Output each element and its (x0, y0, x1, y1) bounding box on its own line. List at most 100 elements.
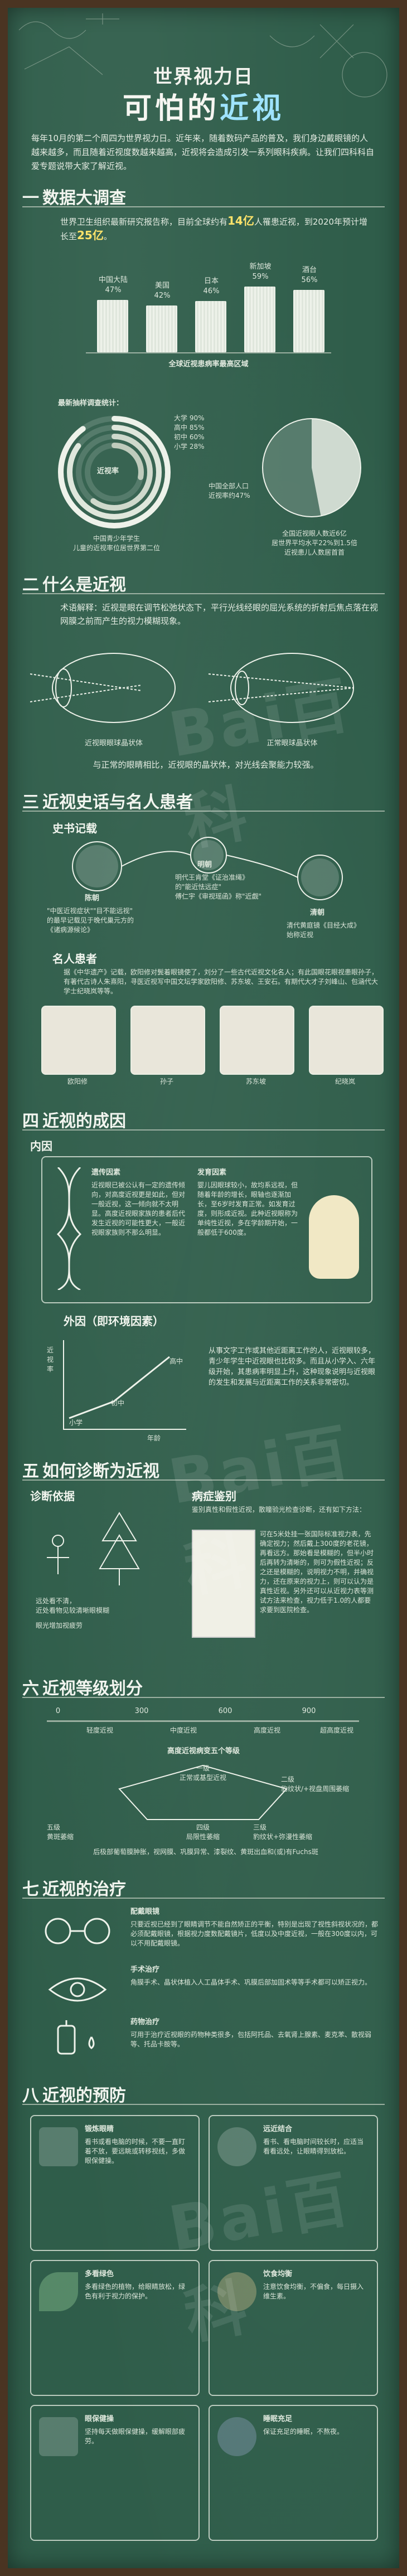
bar-0 (97, 300, 128, 352)
leaf-icon (39, 2272, 78, 2311)
portrait-jixiaolan (309, 1006, 384, 1075)
sec2-text: 术语解释：近视是眼在调节松弛状态下，平行光线经眼的屈光系统的折射后焦点落在视网膜… (60, 603, 379, 626)
tree-distance-icon (47, 1512, 140, 1585)
famous-subheading: 名人患者 (52, 952, 97, 966)
person-name: 欧阳修 (67, 1078, 88, 1085)
region-bar-chart: 中国大陆 47% 美国 42% 日本 46% 新加坡 59% 酒台 56% 全球近视患病… (86, 253, 331, 381)
divider (22, 593, 385, 594)
moon-icon (217, 2417, 256, 2456)
chart-point: 初中 (111, 1399, 125, 1407)
sec3-num: 三 (22, 793, 39, 812)
main-title: 可怕的近视 (8, 85, 399, 127)
grade-2: 二级 豹纹状/+视盘周围萎缩 (281, 1775, 350, 1793)
ring-university (58, 416, 171, 528)
dynasty-2-text: 明代王肯堂《证治准绳》 的"能近怯远症" 傅仁宇《审视瑶函》称"近觑" (175, 874, 262, 900)
p5-text: 坚持每天做眼保健操，缓解眼部疲劳。 (85, 2428, 186, 2445)
watermark: Bai百科 (163, 668, 357, 859)
degree-scale: 0 300 600 900 轻度近视 中度近视 高度近视 超高度近视 (47, 1706, 359, 1739)
eye-drops-icon (57, 2020, 95, 2055)
sec1-text-c: 。 (103, 231, 112, 241)
sec6-heading: 六近视等级划分 (22, 1675, 143, 1699)
ring-legend: 大学 90% 高中 85% 初中 60% 小学 28% (174, 414, 205, 452)
divider (22, 1697, 385, 1698)
dynasty-3: 清朝 (310, 909, 325, 917)
prevent-card: 远近结合 看书、看电脑时间较长时，应适当看看远处，让眼睛得到放松。 (209, 2115, 378, 2251)
sec6-num: 六 (22, 1679, 39, 1699)
eye-chart (192, 1530, 255, 1638)
bar-4 (293, 290, 324, 352)
p3-text: 多看绿色的植物，给眼睛放松，绿色有利于视力的保护。 (85, 2283, 186, 2300)
sec5-num: 五 (22, 1462, 39, 1481)
divider (22, 1898, 385, 1899)
dev-title: 发育因素 (197, 1168, 227, 1177)
famous-text: 据《中华遗产》记载，欧阳修对鬓着眼镜使了，刘分了一些古代近视文化名人；有此国眼花… (64, 968, 379, 995)
gene-text: 近视眼已被公认有一定的遗传倾向，对高度近视更是如此，但对一般近视，这一倾向就不太… (91, 1181, 186, 1236)
prevent-card: 眼保健操 坚持每天做眼保健操，缓解眼部疲劳。 (30, 2405, 200, 2541)
sec2-title: 什么是近视 (42, 575, 126, 595)
watermark: Bai百科 (163, 2162, 357, 2353)
age-chart (63, 1340, 186, 1430)
dynasty-1-text: "中医近视症状""目不能远视" 的最早记载见于晚代巢元方的 《诸病源候论》 (47, 907, 134, 934)
p4-text: 注意饮食均衡，不偏食，每日摄入维生素。 (263, 2283, 364, 2300)
screen-text: 鉴别真性和假性近视，散瞳验光检查诊断，还有如下方法： (192, 1506, 366, 1513)
internal-causes-box (41, 1156, 372, 1303)
eye-icon (217, 2127, 256, 2166)
title-line1: 世界视力日 (153, 66, 254, 88)
chart-x-label: 年龄 (147, 1434, 161, 1442)
portrait-sudongpo (220, 1006, 294, 1075)
screen-subheading: 病症鉴别 (192, 1490, 236, 1503)
gene-title: 遗传因素 (91, 1168, 121, 1177)
t2-title: 手术治疗 (130, 1966, 160, 1974)
divider (22, 1479, 385, 1481)
ring-item: 高中 85% (174, 424, 205, 431)
prevention-grid: 锻炼眼睛 看书或看电脑的时候，不要一直盯着不放，要远眺或转移视线，多做眼保健操。… (30, 2115, 378, 2550)
p1-text: 看书或看电脑的时候，不要一直盯着不放，要远眺或转移视线，多做眼保健操。 (85, 2138, 186, 2165)
sec3-heading: 三近视史话与名人患者 (22, 788, 193, 813)
ring-highschool (67, 425, 162, 520)
person-name: 苏东坡 (245, 1078, 266, 1085)
ring-chart (58, 416, 171, 528)
bar-caption: 全球近视患病率最高区域 (168, 360, 249, 368)
t1-title: 配戴眼镜 (130, 1908, 160, 1916)
diag-2: 眼光增加视疲劳 (36, 1622, 83, 1629)
chalkboard: 世界视力日 可怕的近视 每年10月的第二个周四为世界视力日。近年来，随着数码产品… (8, 8, 399, 2568)
grade-note: 高度近视病变五个等级 (167, 1747, 240, 1755)
sec6-title: 近视等级划分 (42, 1679, 143, 1699)
sec7-num: 七 (22, 1880, 39, 1899)
eye1-label: 近视眼眼球晶状体 (84, 739, 143, 748)
grade-5: 五级 黄斑萎缩 (47, 1823, 74, 1841)
sec4-num: 四 (22, 1112, 39, 1131)
p3-title: 多看绿色 (85, 2270, 114, 2278)
sec8-heading: 八近视的预防 (22, 2082, 126, 2106)
sec1-text-b: 人罹患近视，到2020年预计增长至 (60, 217, 368, 241)
external-subheading: 外因（即环境因素） (64, 1314, 164, 1328)
prevent-card: 睡眠充足 保证充足的睡眠，不熬夜。 (209, 2405, 378, 2541)
baby-icon (309, 1195, 359, 1279)
t3-title: 药物治疗 (130, 2018, 160, 2026)
sec8-num: 八 (22, 2086, 39, 2106)
history-timeline (72, 837, 343, 900)
dynasty-2: 明朝 (197, 861, 212, 869)
level-label: 中度近视 (169, 1726, 197, 1734)
ring-title: 最新抽样调查统计： (58, 399, 124, 407)
bar-label: 酒台 56% (301, 266, 318, 284)
t3-text: 可用于治疗近视眼的药物种类很多，包括阿托品、去氧肾上腺素、麦克苯、散视弱等、托品… (130, 2031, 372, 2048)
person-name: 孙子 (159, 1078, 173, 1085)
bar-2 (195, 301, 226, 352)
grade-4: 四级 局限性萎缩 (186, 1823, 220, 1841)
grade-text: 后极部葡萄膜肿胀，视网膜、巩膜异常、漆裂纹、黄斑出血和(或)有Fuchs斑 (93, 1848, 318, 1856)
grade-pentagon (118, 1764, 288, 1820)
sec2-num: 二 (22, 575, 39, 595)
chart-point: 高中 (169, 1357, 183, 1365)
sec1-title: 数据大调查 (42, 188, 126, 208)
sec5-heading: 五如何诊断为近视 (22, 1457, 159, 1482)
p6-text: 保证充足的睡眠，不熬夜。 (263, 2428, 344, 2436)
bar-1 (146, 305, 177, 352)
p2-text: 看书、看电脑时间较长时，应适当看看远处，让眼睛得到放松。 (263, 2138, 364, 2155)
env-text: 从事文字工作或其他近距离工作的人，近视眼较多，青少年学生中近视眼也比较多。而且从… (209, 1347, 376, 1387)
level-label: 高度近视 (253, 1726, 280, 1734)
glasses-icon (45, 1918, 110, 1944)
chart-y-label: 近视率 (47, 1346, 54, 1373)
sec2-heading: 二什么是近视 (22, 571, 126, 595)
ring-center: 近视率 (97, 467, 119, 476)
